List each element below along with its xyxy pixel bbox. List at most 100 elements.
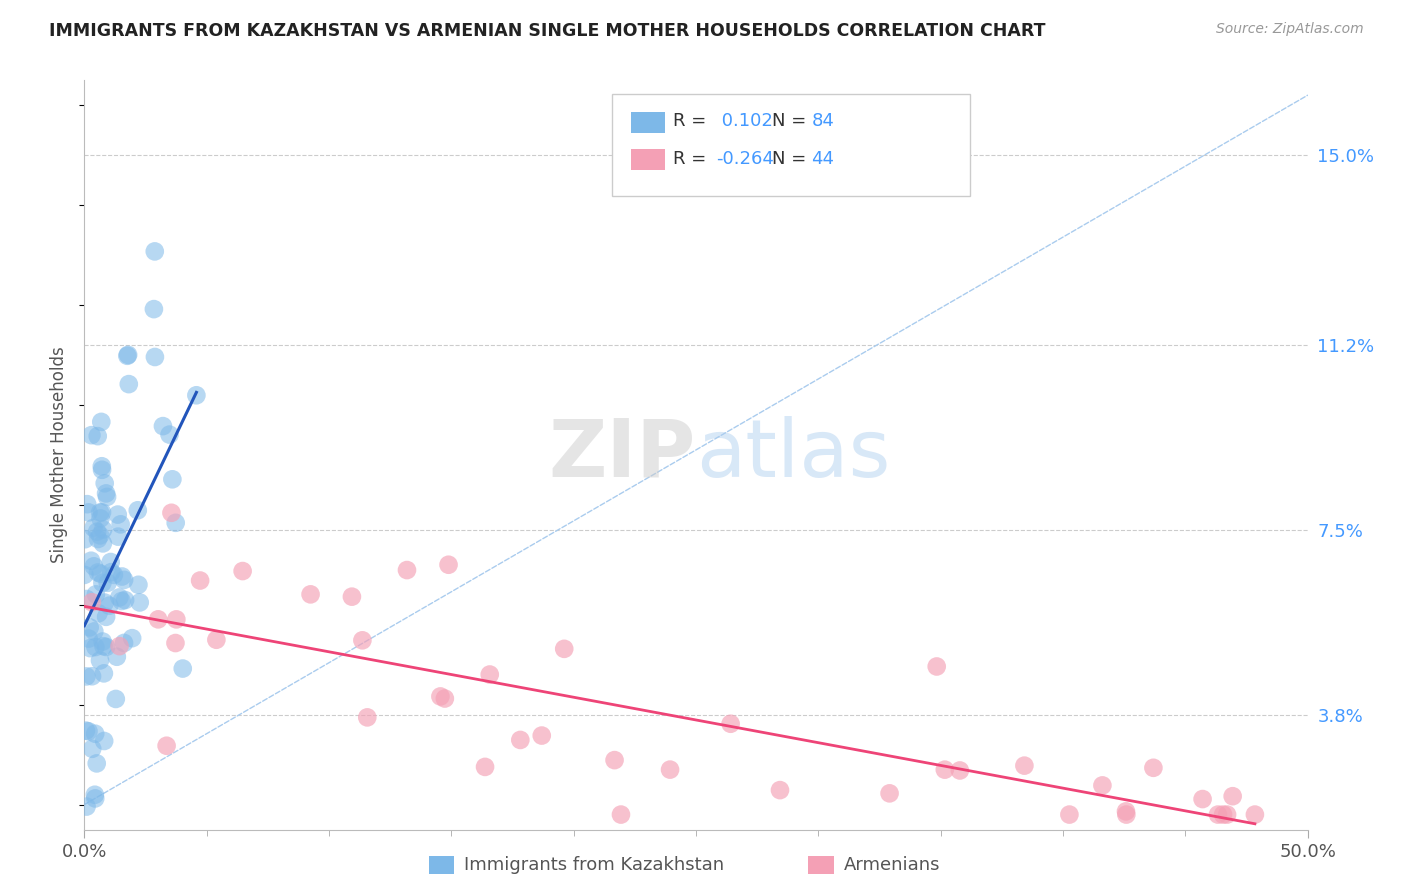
Point: [96, 640, 118, 654]
Point: [94, 596, 117, 610]
Point: [80, 428, 103, 442]
Point: [84, 791, 107, 805]
Point: [610, 807, 633, 822]
Point: [110, 517, 132, 532]
Point: [86, 756, 108, 771]
Text: N =: N =: [772, 150, 811, 168]
Point: [77, 724, 100, 739]
Point: [107, 508, 129, 522]
Point: [80, 595, 103, 609]
Point: [162, 472, 184, 486]
Point: [165, 516, 187, 530]
Point: [530, 729, 553, 743]
Point: [143, 244, 166, 259]
Point: [89, 528, 111, 542]
Point: [152, 419, 174, 434]
Point: [356, 710, 378, 724]
Point: [82, 741, 104, 756]
Point: [395, 563, 418, 577]
Point: [100, 555, 122, 569]
Point: [91, 523, 114, 537]
Point: [105, 649, 128, 664]
Point: [83, 788, 105, 802]
Point: [108, 639, 131, 653]
Point: [1115, 807, 1137, 822]
Point: [1091, 778, 1114, 792]
Point: [86, 524, 108, 539]
Point: [75, 723, 97, 738]
Point: [148, 612, 170, 626]
Point: [84, 727, 107, 741]
Point: [98, 599, 121, 613]
Point: [172, 662, 194, 676]
Point: [925, 659, 948, 673]
Point: [143, 350, 166, 364]
Point: [112, 573, 135, 587]
Point: [80, 669, 103, 683]
Point: [186, 388, 208, 402]
Text: atlas: atlas: [696, 416, 890, 494]
Text: Source: ZipAtlas.com: Source: ZipAtlas.com: [1216, 22, 1364, 37]
Point: [659, 763, 682, 777]
Point: [1206, 807, 1229, 822]
Point: [77, 632, 100, 646]
Point: [769, 783, 792, 797]
Point: [165, 612, 187, 626]
Point: [94, 486, 117, 500]
Point: [934, 763, 956, 777]
Point: [107, 530, 129, 544]
Point: [75, 669, 97, 683]
Point: [84, 587, 107, 601]
Point: [474, 760, 496, 774]
Point: [91, 634, 114, 648]
Point: [97, 575, 120, 590]
Point: [437, 558, 460, 572]
Point: [79, 620, 101, 634]
Point: [232, 564, 254, 578]
Point: [91, 536, 114, 550]
Point: [93, 666, 115, 681]
Y-axis label: Single Mother Households: Single Mother Households: [51, 347, 69, 563]
Point: [76, 799, 98, 814]
Text: N =: N =: [772, 112, 811, 130]
Point: [100, 565, 122, 579]
Point: [1191, 792, 1213, 806]
Text: Immigrants from Kazakhstan: Immigrants from Kazakhstan: [464, 856, 724, 874]
Text: Armenians: Armenians: [844, 856, 941, 874]
Point: [89, 653, 111, 667]
Point: [108, 591, 131, 605]
Point: [73, 568, 96, 582]
Point: [77, 505, 100, 519]
Point: [90, 566, 112, 581]
Point: [89, 511, 111, 525]
Point: [720, 716, 742, 731]
Point: [1212, 807, 1234, 822]
Point: [352, 633, 374, 648]
Point: [165, 636, 187, 650]
Text: ZIP: ZIP: [548, 416, 696, 494]
Point: [111, 569, 134, 583]
Point: [90, 459, 112, 474]
Point: [1244, 807, 1267, 822]
Point: [87, 429, 110, 443]
Point: [76, 497, 98, 511]
Point: [142, 302, 165, 317]
Point: [87, 566, 110, 580]
Point: [91, 463, 114, 477]
Point: [340, 590, 363, 604]
Point: [91, 575, 114, 590]
Point: [509, 733, 531, 747]
Point: [111, 594, 134, 608]
Point: [93, 639, 115, 653]
Point: [93, 476, 115, 491]
Point: [118, 377, 141, 392]
Point: [553, 641, 575, 656]
Point: [1216, 807, 1239, 822]
Point: [84, 640, 107, 654]
Point: [433, 691, 456, 706]
Point: [104, 692, 127, 706]
Point: [127, 578, 149, 592]
Point: [1222, 789, 1244, 804]
Point: [94, 610, 117, 624]
Point: [90, 415, 112, 429]
